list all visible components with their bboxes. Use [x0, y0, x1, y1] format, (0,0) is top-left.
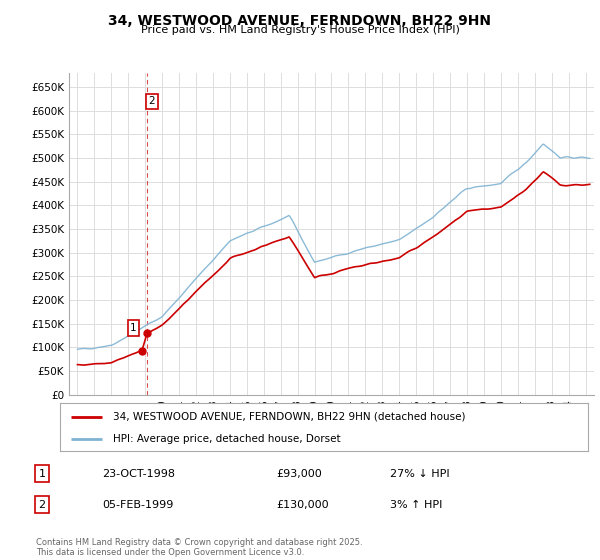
Text: 2: 2	[38, 500, 46, 510]
Text: £130,000: £130,000	[276, 500, 329, 510]
Text: £93,000: £93,000	[276, 469, 322, 479]
Text: 05-FEB-1999: 05-FEB-1999	[102, 500, 173, 510]
Text: 34, WESTWOOD AVENUE, FERNDOWN, BH22 9HN: 34, WESTWOOD AVENUE, FERNDOWN, BH22 9HN	[109, 14, 491, 28]
Text: Price paid vs. HM Land Registry's House Price Index (HPI): Price paid vs. HM Land Registry's House …	[140, 25, 460, 35]
Text: HPI: Average price, detached house, Dorset: HPI: Average price, detached house, Dors…	[113, 434, 340, 444]
Text: 27% ↓ HPI: 27% ↓ HPI	[390, 469, 449, 479]
Text: 23-OCT-1998: 23-OCT-1998	[102, 469, 175, 479]
Text: 2: 2	[149, 96, 155, 106]
Text: 1: 1	[130, 323, 137, 333]
Text: Contains HM Land Registry data © Crown copyright and database right 2025.
This d: Contains HM Land Registry data © Crown c…	[36, 538, 362, 557]
Text: 1: 1	[38, 469, 46, 479]
Text: 3% ↑ HPI: 3% ↑ HPI	[390, 500, 442, 510]
Text: 34, WESTWOOD AVENUE, FERNDOWN, BH22 9HN (detached house): 34, WESTWOOD AVENUE, FERNDOWN, BH22 9HN …	[113, 412, 466, 422]
